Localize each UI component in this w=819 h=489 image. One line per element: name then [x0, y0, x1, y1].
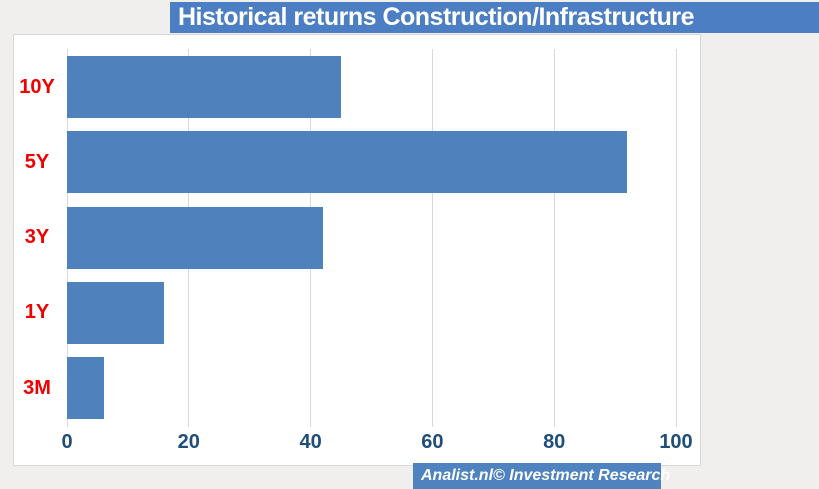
x-tick-label-40: 40: [299, 431, 322, 453]
category-label-3Y: 3Y: [24, 226, 50, 248]
bar-row-3M: 3M: [14, 357, 700, 419]
category-label-5Y: 5Y: [24, 150, 50, 173]
gridline-80: [553, 49, 555, 427]
category-label-3M: 3M: [23, 376, 51, 399]
chart-title-banner: Historical returns Construction/Infrastr…: [170, 2, 819, 33]
chart-title: Historical returns Construction/Infrastr…: [178, 3, 694, 31]
x-tick-label-80: 80: [543, 431, 566, 453]
plot-area: 10Y 5Y 3Y 1Y 3M 0 20 40 60 80 100: [13, 34, 701, 466]
bar-row-10Y: 10Y: [14, 56, 700, 118]
watermark-banner: Analist.nl© Investment Research: [413, 463, 670, 489]
x-tick-label-0: 0: [61, 431, 73, 453]
watermark-text: Analist.nl© Investment Research: [421, 467, 671, 484]
x-tick-label-100: 100: [659, 431, 693, 453]
bar-10Y: [67, 56, 342, 118]
x-tick-label-20: 20: [177, 431, 200, 453]
category-label-1Y: 1Y: [24, 301, 50, 324]
bars-layer: 10Y 5Y 3Y 1Y 3M: [14, 56, 700, 419]
x-tick-label-60: 60: [421, 431, 444, 453]
bar-1Y: [67, 281, 165, 344]
gridline-100: [675, 49, 677, 427]
bar-3M: [67, 357, 104, 419]
bar-3Y: [67, 206, 323, 269]
bar-row-3Y: 3Y: [14, 206, 700, 269]
category-label-10Y: 10Y: [19, 75, 55, 98]
gridline-60: [431, 49, 433, 427]
bar-row-5Y: 5Y: [14, 131, 700, 194]
bar-row-1Y: 1Y: [14, 281, 700, 344]
bar-5Y: [67, 131, 628, 194]
